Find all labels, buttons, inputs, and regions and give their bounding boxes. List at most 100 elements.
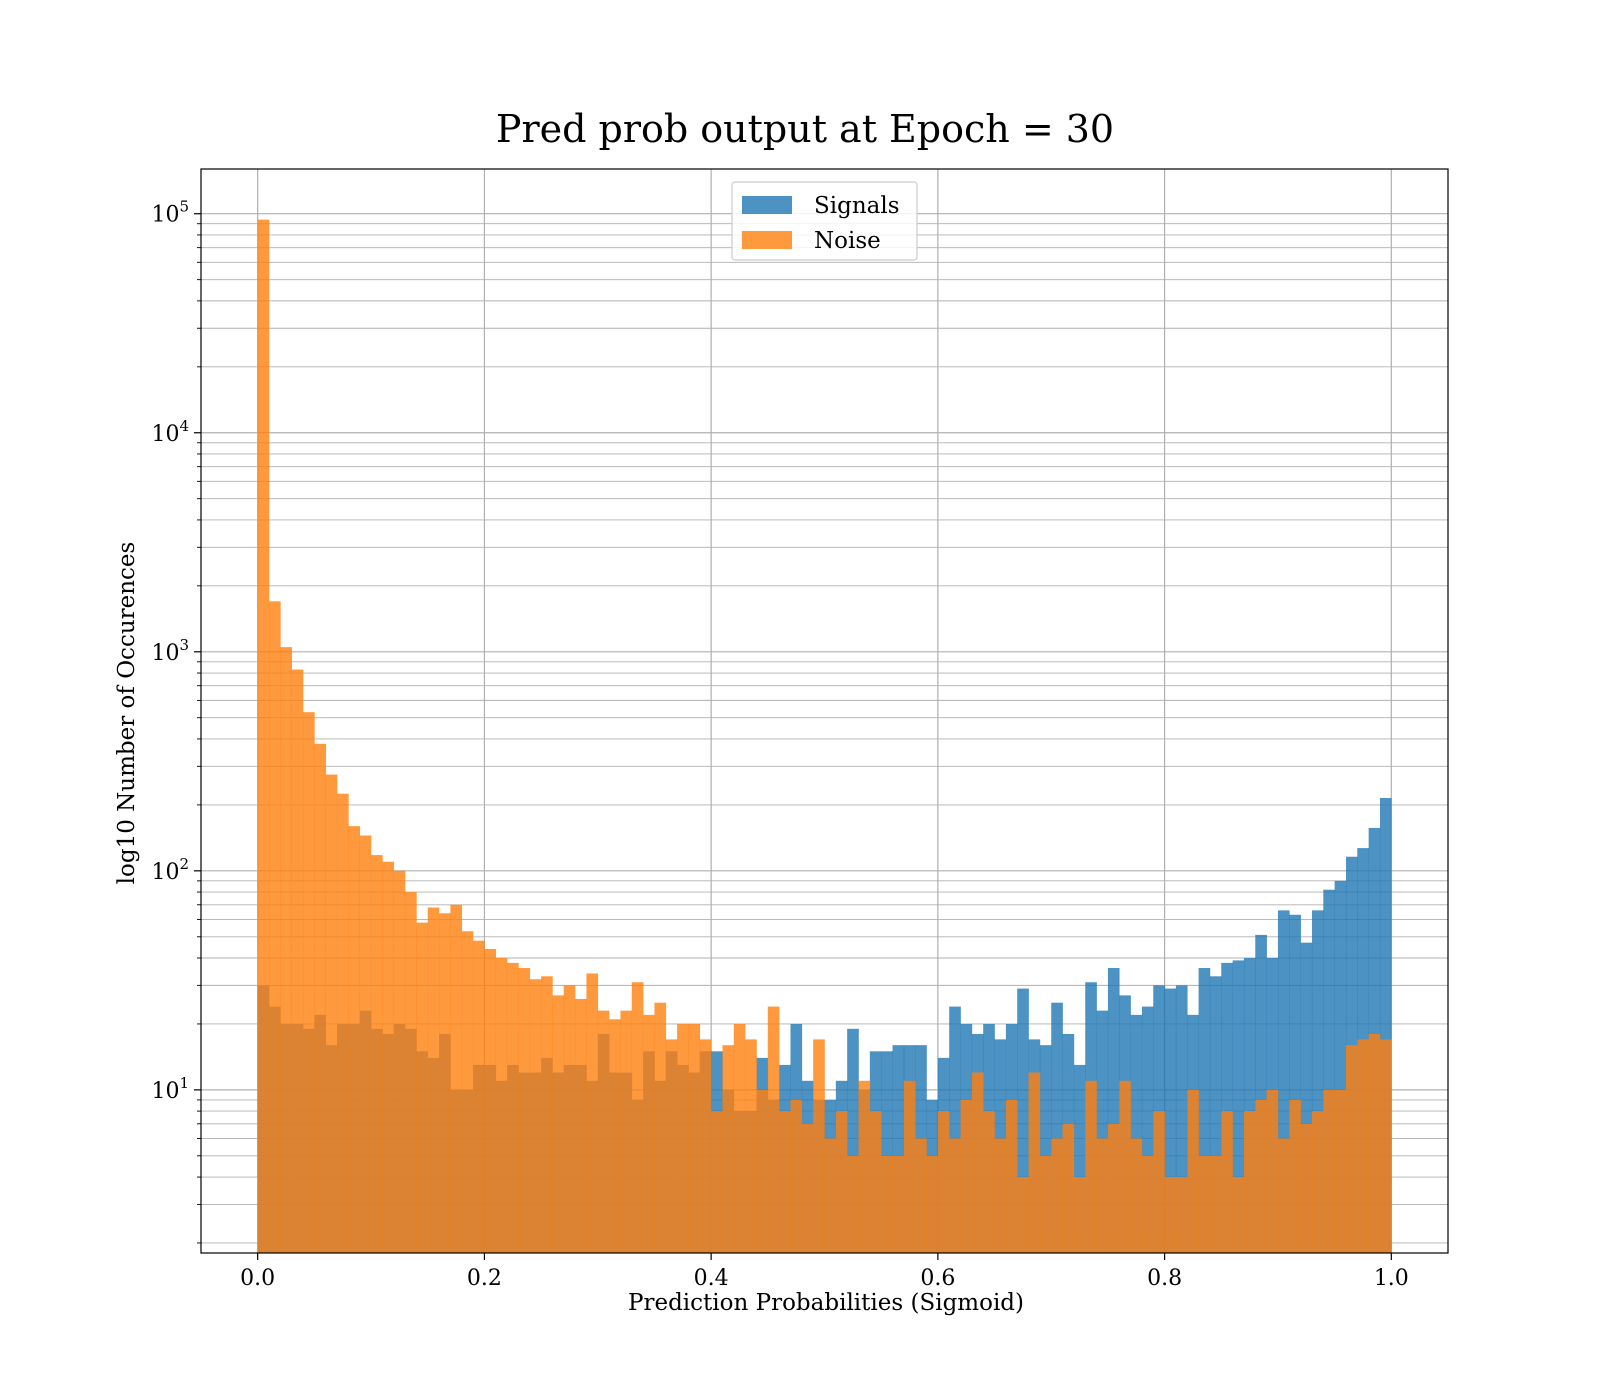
bar-signals [1334, 880, 1347, 1253]
bar-noise [688, 1023, 701, 1253]
x-tick-label: 0.8 [1147, 1266, 1182, 1291]
bar-noise [1039, 1155, 1052, 1253]
bar-signals [1073, 1064, 1086, 1253]
bar-noise [257, 219, 270, 1253]
bar-noise [1289, 1099, 1301, 1253]
bar-signals [1198, 968, 1211, 1253]
bar-signals [1141, 1006, 1154, 1253]
bar-noise [881, 1155, 893, 1253]
bar-noise [835, 1111, 848, 1253]
x-tick-label: 0.2 [467, 1266, 502, 1291]
bar-noise [654, 1002, 667, 1253]
bar-noise [960, 1099, 973, 1253]
bar-noise [439, 913, 451, 1253]
bar-signals [847, 1028, 859, 1253]
bar-noise [1051, 1138, 1063, 1253]
bar-noise [507, 962, 519, 1253]
bar-signals [1017, 988, 1029, 1253]
bar-noise [677, 1023, 689, 1253]
bar-noise [983, 1111, 995, 1253]
y-tick-label: 105 [151, 198, 189, 228]
bar-noise [1345, 1045, 1358, 1253]
y-tick-label: 101 [151, 1074, 189, 1104]
bar-noise [427, 907, 440, 1253]
bar-noise [473, 940, 485, 1253]
bar-noise [597, 1010, 610, 1253]
bar-signals [1175, 985, 1188, 1253]
bar-noise [1164, 1177, 1177, 1253]
bar-noise [915, 1138, 927, 1253]
bar-noise [801, 1123, 814, 1253]
bar-noise [1062, 1123, 1075, 1253]
bar-noise [926, 1155, 939, 1253]
bar-noise [314, 743, 326, 1253]
bar-noise [337, 793, 349, 1253]
x-axis-label: Prediction Probabilities (Sigmoid) [628, 1290, 1024, 1316]
bar-noise [484, 948, 497, 1253]
bar-noise [869, 1111, 882, 1253]
bar-signals [1209, 976, 1222, 1253]
bar-noise [1175, 1177, 1188, 1253]
bar-noise [813, 1039, 825, 1253]
bar-noise [1119, 1080, 1131, 1253]
x-tick-label: 1.0 [1374, 1266, 1409, 1291]
bar-noise [416, 922, 429, 1253]
bar-noise [552, 995, 565, 1253]
bar-noise [1334, 1089, 1347, 1253]
bar-noise [631, 982, 644, 1253]
legend: Signals Noise [731, 181, 918, 261]
bar-noise [291, 669, 304, 1253]
bar-noise [280, 647, 292, 1253]
bar-noise [393, 870, 406, 1253]
bar-signals [881, 1051, 893, 1253]
legend-label-noise: Noise [814, 228, 881, 254]
bar-noise [711, 1111, 723, 1253]
bar-noise [563, 985, 576, 1253]
bar-noise [824, 1138, 837, 1253]
bar-noise [1028, 1072, 1041, 1253]
bar-noise [756, 1089, 769, 1253]
bar-noise [1141, 1155, 1154, 1253]
bar-noise [767, 1006, 780, 1253]
bar-signals [892, 1045, 905, 1253]
bar-noise [779, 1111, 791, 1253]
bar-noise [1311, 1111, 1324, 1253]
bar-noise [348, 826, 361, 1253]
bar-signals [1379, 798, 1392, 1253]
bar-noise [1300, 1123, 1313, 1253]
bar-signals [1243, 957, 1256, 1253]
bar-noise [1243, 1111, 1256, 1253]
plot-area: 0.0 0.2 0.4 0.6 0.8 1.0 101 102 103 104 105 Signals… [151, 168, 1449, 1291]
x-tick-label: 0.6 [920, 1266, 955, 1291]
bar-noise [1153, 1111, 1165, 1253]
bar-noise [359, 835, 372, 1253]
bar-noise [405, 892, 417, 1253]
bar-noise [325, 774, 338, 1253]
bar-noise [1266, 1089, 1279, 1253]
bar-noise [847, 1155, 859, 1253]
bar-noise [303, 712, 315, 1253]
bar-signals [949, 1006, 961, 1253]
bar-signals [1107, 968, 1120, 1253]
bar-noise [858, 1080, 871, 1253]
legend-swatch-signals [742, 196, 792, 214]
bar-noise [1255, 1099, 1267, 1253]
bar-signals [1323, 889, 1335, 1253]
legend-swatch-noise [742, 231, 792, 249]
y-axis-label: log10 Number of Occurences [114, 542, 140, 885]
bar-noise [892, 1155, 905, 1253]
bar-noise [575, 998, 587, 1253]
bar-noise [518, 968, 531, 1253]
bar-noise [1209, 1155, 1222, 1253]
bar-noise [733, 1023, 746, 1253]
bar-signals [1255, 934, 1267, 1253]
bar-noise [790, 1099, 803, 1253]
bar-noise [949, 1138, 961, 1253]
legend-label-signals: Signals [814, 193, 900, 219]
bar-signals [1164, 988, 1177, 1253]
bar-noise [1017, 1177, 1029, 1253]
bar-signals [1130, 1014, 1143, 1253]
bar-noise [722, 1045, 735, 1253]
